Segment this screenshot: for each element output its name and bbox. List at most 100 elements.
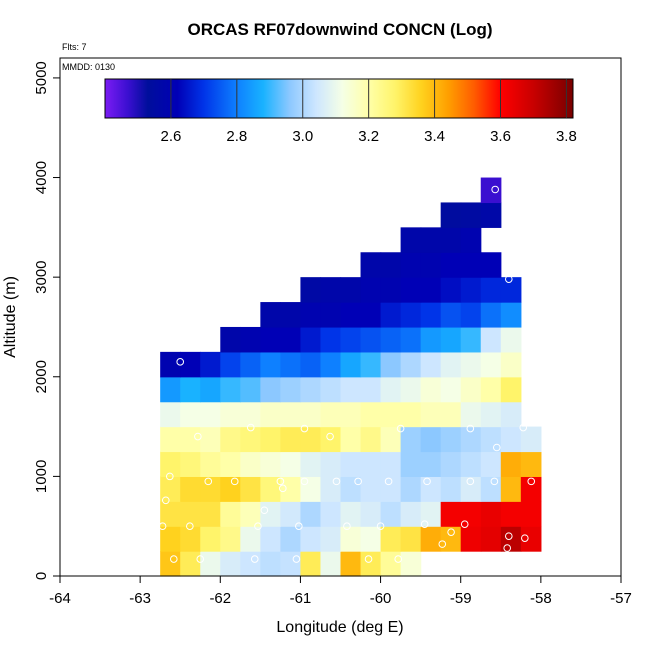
heatmap-cell — [300, 302, 322, 328]
heatmap-cell — [320, 326, 342, 353]
observation-point — [250, 555, 259, 563]
heatmap-cell — [220, 326, 241, 353]
heatmap-cell — [380, 501, 402, 527]
x-axis-label: Longitude (deg E) — [276, 619, 403, 636]
heatmap-cell — [460, 326, 482, 353]
heatmap-cell — [220, 401, 241, 428]
heatmap-cell — [480, 202, 502, 228]
observation-point — [466, 477, 475, 486]
heatmap-cell — [340, 451, 362, 477]
colorbar-tick-label: 3.8 — [556, 128, 577, 145]
heatmap-cell — [360, 476, 382, 502]
heatmap-cell — [260, 551, 281, 577]
heatmap-cell — [440, 252, 462, 278]
observation-point — [260, 506, 269, 515]
heatmap-cell — [260, 526, 281, 552]
heatmap-cell — [480, 376, 502, 403]
heatmap-cell — [380, 426, 402, 453]
heatmap-cell — [340, 376, 362, 403]
observation-point — [505, 275, 513, 283]
heatmap-cell — [500, 376, 522, 403]
heatmap-cell — [420, 526, 442, 552]
heatmap-cell — [500, 401, 522, 428]
heatmap-cell — [400, 451, 422, 477]
observation-point — [466, 424, 475, 433]
heatmap-cell — [180, 351, 201, 378]
heatmap-cell — [440, 451, 462, 477]
heatmap-cell — [220, 426, 241, 453]
heatmap-cell — [500, 351, 522, 378]
heatmap-cell — [420, 277, 442, 303]
observation-point — [384, 477, 393, 486]
heatmap-cell — [160, 401, 181, 428]
heatmap-cell — [320, 476, 342, 502]
heatmap-cell — [380, 376, 402, 403]
heatmap-cell — [300, 476, 322, 502]
heatmap-cell — [520, 426, 542, 453]
y-axis-label: Altitude (m) — [2, 276, 19, 358]
heatmap-cell — [460, 302, 482, 328]
heatmap-cell — [520, 501, 542, 527]
heatmap-cell — [460, 351, 482, 378]
heatmap-cell — [200, 526, 221, 552]
heatmap-cell — [260, 501, 281, 527]
observation-point — [491, 185, 499, 194]
heatmap-cell — [220, 551, 241, 577]
heatmap-cell — [280, 326, 302, 353]
colorbar-tick-label: 3.4 — [424, 128, 445, 145]
heatmap-cell — [240, 476, 261, 502]
heatmap-cell — [480, 302, 502, 328]
colorbar-ticks: 2.6 2.8 3.0 3.2 3.4 3.6 3.8 — [160, 79, 577, 145]
heatmap-cell — [200, 476, 221, 502]
heatmap-cell — [460, 451, 482, 477]
colorbar-tick-label: 2.6 — [160, 128, 181, 145]
heatmap-cell — [420, 476, 442, 502]
heatmap-cell — [260, 326, 281, 353]
heatmap-cell — [480, 501, 502, 527]
colorbar-gradient — [104, 78, 574, 119]
heatmap-cell — [340, 526, 362, 552]
heatmap-cell — [440, 476, 462, 502]
observation-point — [364, 555, 373, 563]
heatmap-cell — [300, 451, 322, 477]
heatmap-cell — [480, 401, 502, 428]
heatmap-cell — [400, 551, 422, 577]
heatmap-cell — [340, 501, 362, 527]
heatmap-cell — [480, 351, 502, 378]
heatmap-cell — [300, 376, 322, 403]
heatmap-cell — [400, 376, 422, 403]
heatmap-cell — [440, 351, 462, 378]
heatmap-cell — [260, 376, 281, 403]
observation-point — [300, 477, 309, 486]
heatmap-cell — [380, 551, 402, 577]
heatmap-cell — [440, 401, 462, 428]
heatmap-cell — [480, 326, 502, 353]
heatmap-cell — [380, 302, 402, 328]
heatmap-cell — [420, 252, 442, 278]
heatmap-cell — [260, 476, 281, 502]
heatmap-cell — [280, 302, 302, 328]
heatmap-cell — [480, 177, 502, 204]
x-tick-label: -62 — [209, 590, 231, 607]
observation-point — [170, 555, 178, 563]
heatmap-cell — [360, 277, 382, 303]
heatmap-cell — [360, 302, 382, 328]
heatmap-cell — [380, 451, 402, 477]
observation-point — [254, 522, 262, 530]
heatmap-cell — [280, 551, 302, 577]
observation-point — [420, 520, 429, 529]
heatmap-cell — [160, 501, 181, 527]
colorbar-tick-label: 3.6 — [490, 128, 511, 145]
observation-point — [354, 477, 362, 486]
observation-point — [326, 432, 334, 441]
observation-point — [460, 520, 469, 529]
heatmap-cell — [180, 551, 201, 577]
observation-point — [230, 477, 239, 486]
y-tick-label: 0 — [33, 572, 50, 580]
heatmap-cell — [280, 351, 302, 378]
heatmap-cell — [320, 501, 342, 527]
x-axis: -64 -63 -62 -61 -60 -59 -58 -57 — [49, 575, 632, 607]
heatmap-cell — [480, 451, 502, 477]
heatmap-cell — [420, 426, 442, 453]
heatmap-cell — [460, 227, 482, 253]
